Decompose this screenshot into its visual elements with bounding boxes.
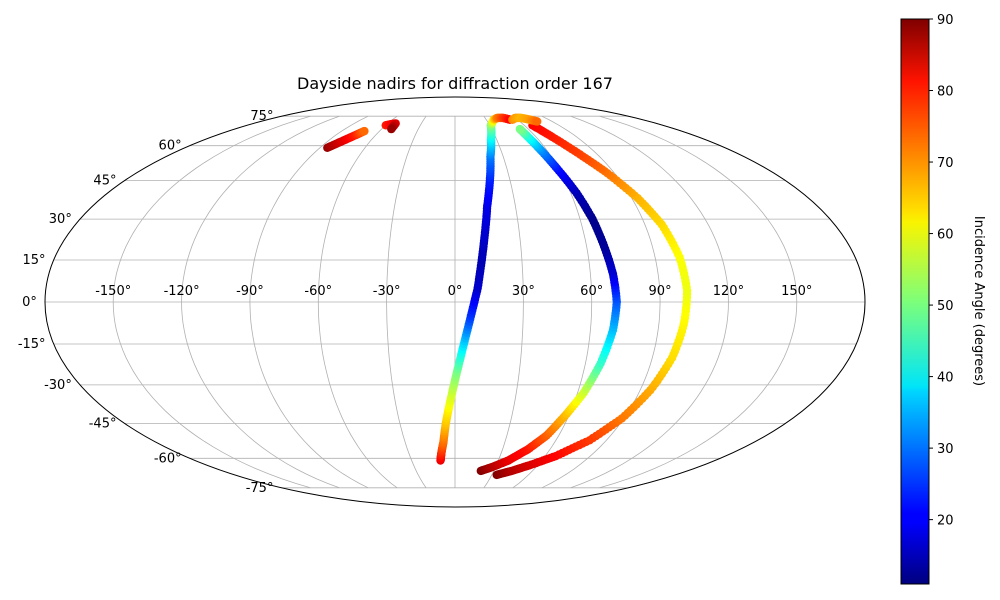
scatter-point	[515, 124, 525, 134]
colorbar-tick-label: 20	[937, 514, 954, 529]
y-tick-label: 60°	[159, 139, 182, 154]
colorbar	[900, 18, 930, 585]
grid-lines	[44, 115, 866, 489]
y-tick-label: 45°	[93, 174, 116, 189]
colorbar-ticks: 20 30 40 50 60 70 80 90	[929, 13, 954, 529]
colorbar-tick-label: 60	[937, 228, 954, 243]
x-tick-label: -30°	[373, 284, 401, 299]
y-tick-label: 75°	[250, 109, 273, 124]
y-tick-label: 15°	[23, 253, 46, 268]
x-tick-label: 120°	[713, 284, 744, 299]
colorbar-tick-label: 70	[937, 156, 954, 171]
y-tick-label: 0°	[22, 295, 37, 310]
scatter-points	[323, 113, 692, 480]
x-tick-labels: -150° -120° -90° -60° -30° 0° 30° 60° 90° 120° 150…	[95, 284, 812, 299]
scatter-point	[387, 124, 396, 134]
x-tick-label: -120°	[164, 284, 200, 299]
colorbar-label: Incidence Angle (degrees)	[971, 216, 986, 386]
x-tick-label: -60°	[304, 284, 332, 299]
colorbar-tick-label: 30	[937, 442, 954, 457]
colorbar-tick-label: 90	[937, 13, 954, 28]
y-tick-label: -15°	[18, 337, 46, 352]
y-tick-label: -75°	[246, 481, 274, 496]
x-tick-label: 90°	[649, 284, 672, 299]
x-tick-label: 30°	[512, 284, 535, 299]
y-tick-label: 30°	[49, 212, 72, 227]
x-tick-label: -90°	[236, 284, 264, 299]
colorbar-tick-label: 50	[937, 299, 954, 314]
x-tick-label: 60°	[580, 284, 603, 299]
chart-title: Dayside nadirs for diffraction order 167	[297, 74, 613, 93]
y-tick-label: -45°	[89, 416, 117, 431]
x-tick-label: 0°	[448, 284, 463, 299]
scatter-point	[360, 126, 369, 136]
y-tick-label: -60°	[154, 451, 182, 466]
map-outline	[44, 96, 866, 508]
x-tick-label: -150°	[95, 284, 131, 299]
y-tick-labels: -75° -60° -45° -30° -15° 0° 15° 30° 45° 60° 75°	[18, 109, 274, 496]
colorbar-tick-label: 40	[937, 371, 954, 386]
scatter-point	[533, 117, 542, 126]
y-tick-label: -30°	[44, 378, 72, 393]
colorbar-tick-label: 80	[937, 85, 954, 100]
x-tick-label: 150°	[781, 284, 812, 299]
